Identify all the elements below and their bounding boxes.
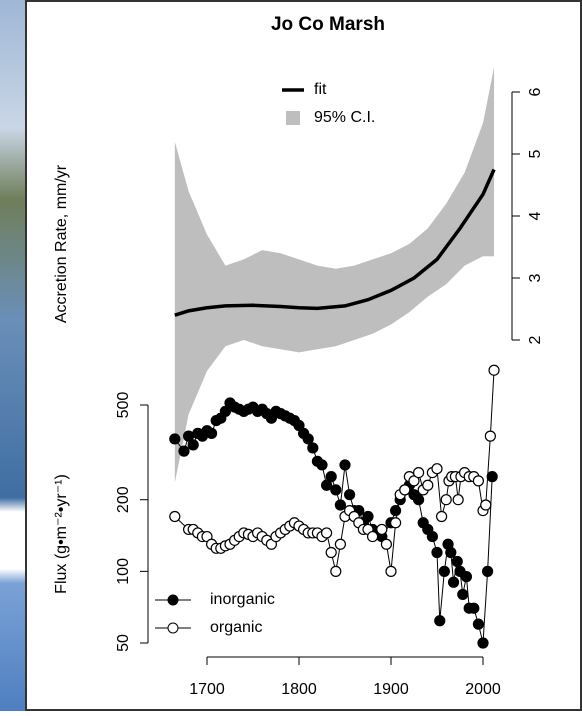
data-point <box>321 479 333 491</box>
data-point <box>390 517 402 529</box>
data-point <box>334 499 346 511</box>
data-point <box>334 538 346 550</box>
data-point <box>488 364 500 376</box>
data-point <box>330 484 342 496</box>
data-point <box>362 510 374 523</box>
legend-label: 95% C.I. <box>314 109 375 126</box>
data-point <box>482 565 494 577</box>
legend-marker <box>167 594 179 606</box>
y-tick-label: 6 <box>527 87 544 96</box>
data-point <box>169 433 181 445</box>
series-line <box>174 168 496 317</box>
data-point <box>376 523 388 536</box>
legend-label: organic <box>210 619 262 636</box>
y-tick-label: 200 <box>115 486 132 513</box>
data-point <box>457 588 469 601</box>
y-tick-label: 5 <box>527 149 544 158</box>
x-tick-label: 1900 <box>373 681 409 698</box>
data-point <box>447 576 460 588</box>
y-tick-label: 2 <box>527 335 544 344</box>
x-tick-label: 2000 <box>465 681 501 698</box>
x-tick-label: 1700 <box>189 681 225 698</box>
data-point <box>440 494 452 506</box>
data-point <box>330 565 342 577</box>
y-tick-label: 100 <box>115 558 132 585</box>
data-point <box>484 430 496 442</box>
data-point <box>302 433 314 445</box>
data-point <box>187 439 199 451</box>
data-point <box>477 637 489 649</box>
data-point <box>413 494 425 506</box>
data-point <box>219 405 231 417</box>
data-point <box>367 530 379 543</box>
data-point <box>399 484 411 496</box>
data-point <box>472 475 484 487</box>
data-point <box>408 475 420 487</box>
panel <box>25 0 582 711</box>
data-point <box>321 527 333 539</box>
data-point <box>422 479 434 491</box>
data-point <box>344 489 356 501</box>
data-point <box>486 471 498 483</box>
data-point <box>445 546 457 559</box>
legend-label: inorganic <box>210 591 275 608</box>
data-point <box>451 555 463 568</box>
background-photo <box>0 0 26 711</box>
y-axis-label: Flux (g•m⁻²•yr⁻¹) <box>53 474 70 594</box>
y-tick-label: 500 <box>115 392 132 419</box>
y-tick-label: 3 <box>527 273 544 282</box>
data-point <box>452 494 464 506</box>
legend-marker <box>167 622 179 634</box>
data-point <box>480 499 492 511</box>
data-point <box>426 530 438 543</box>
data-point <box>206 427 218 439</box>
data-point <box>339 459 351 471</box>
chart-title: Jo Co Marsh <box>271 14 385 35</box>
plot-area <box>169 67 500 649</box>
data-point <box>390 505 402 517</box>
data-point <box>385 565 397 577</box>
y-axis-label: Accretion Rate, mm/yr <box>53 164 70 323</box>
data-point <box>472 618 484 630</box>
legend-swatch <box>286 111 300 125</box>
data-point <box>434 615 446 627</box>
data-point <box>307 442 319 454</box>
data-point <box>178 445 190 457</box>
data-point <box>436 510 448 523</box>
data-point <box>431 546 443 559</box>
y-tick-label: 50 <box>115 634 132 652</box>
data-point <box>460 571 473 583</box>
data-point <box>468 602 480 614</box>
data-point <box>413 466 425 479</box>
x-tick-label: 1800 <box>281 681 317 698</box>
data-point <box>438 565 450 577</box>
data-point <box>380 538 392 550</box>
data-point <box>431 463 443 475</box>
data-point <box>316 459 328 471</box>
y-tick-label: 4 <box>527 211 544 220</box>
ci-band <box>174 67 495 483</box>
data-point <box>325 471 337 483</box>
data-point <box>325 546 337 559</box>
data-point <box>169 510 181 523</box>
legend-label: fit <box>314 81 327 98</box>
